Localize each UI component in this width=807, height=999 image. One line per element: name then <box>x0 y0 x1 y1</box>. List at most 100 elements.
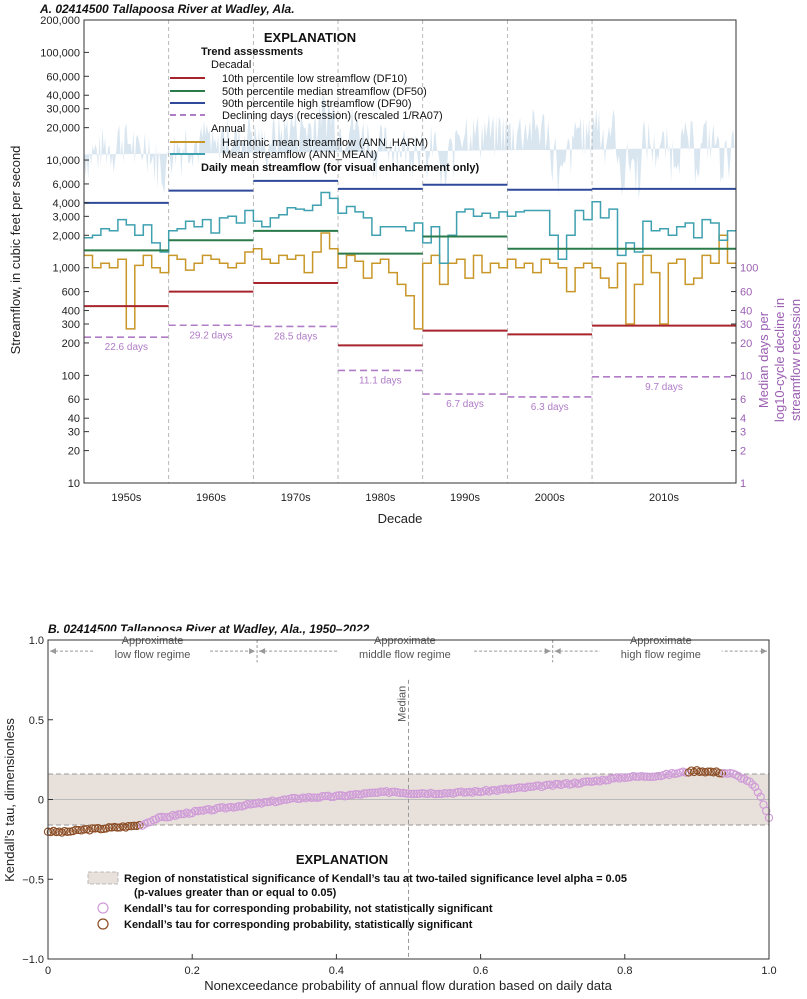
tau-point-significant <box>99 824 108 834</box>
y-tick-label: 100 <box>62 370 80 382</box>
tau-point-not-significant <box>601 776 610 785</box>
tau-point-significant <box>714 769 724 778</box>
x-tick-label: 0 <box>45 965 51 977</box>
tau-point-not-significant <box>174 810 183 819</box>
tau-point-not-significant <box>720 769 729 778</box>
kendall-tau-points <box>43 766 774 837</box>
tau-point-not-significant <box>407 789 416 799</box>
tau-point-not-significant <box>262 797 272 807</box>
tau-point-not-significant <box>726 769 735 778</box>
regime-arrow-left <box>259 648 266 655</box>
tau-point-not-significant <box>312 793 322 802</box>
tau-point-not-significant <box>640 772 649 781</box>
decade-separators <box>168 20 593 483</box>
tau-point-significant <box>104 823 114 832</box>
tau-point-not-significant <box>332 791 341 800</box>
regime-arrow-right <box>249 648 256 655</box>
regime-label-line2: low flow regime <box>115 649 191 661</box>
tau-point-not-significant <box>734 772 743 781</box>
y2-tick-label: 3 <box>740 427 746 439</box>
y-tick-label: −0.5 <box>22 874 44 886</box>
regime-label-line1: Approximate <box>122 635 184 647</box>
y2-label-line3: streamflow recession <box>788 299 803 421</box>
tau-point-not-significant <box>628 772 638 781</box>
tau-point-not-significant <box>293 794 302 804</box>
recession-label: 9.7 days <box>645 382 683 393</box>
tau-point-not-significant <box>653 771 663 781</box>
y-tick-label: 4,000 <box>52 198 80 210</box>
tau-point-significant <box>703 767 713 776</box>
y-tick-label: 40 <box>68 413 80 425</box>
tau-point-not-significant <box>376 787 385 796</box>
tau-point-not-significant <box>737 774 746 783</box>
panel-b-y-label: Kendall’s tau, dimensionless <box>2 718 17 882</box>
legend-ns-marker <box>97 902 109 914</box>
y-tick-label: 600 <box>62 287 80 299</box>
legend-annual-heading: Annual <box>211 123 245 135</box>
tau-point-significant <box>79 825 89 834</box>
y-tick-label: 10 <box>68 478 80 490</box>
tau-point-significant <box>90 824 100 833</box>
legend-sig-label: Kendall’s tau for corresponding probabil… <box>124 919 473 931</box>
y-tick-label: 6,000 <box>52 179 80 191</box>
tau-point-not-significant <box>365 788 374 798</box>
y2-tick-label: 60 <box>740 287 752 299</box>
tau-point-not-significant <box>387 787 397 797</box>
legend-daily-label: Daily mean streamflow (for visual enhanc… <box>201 162 479 174</box>
legend-band-swatch <box>87 871 119 885</box>
tau-point-not-significant <box>623 773 632 782</box>
y-tick-label: 60 <box>68 394 80 406</box>
tau-point-not-significant <box>506 784 516 793</box>
x-tick-label: 0.6 <box>473 965 488 977</box>
y-tick-label: 2,000 <box>52 230 80 242</box>
tau-point-not-significant <box>642 772 652 781</box>
y2-tick-label: 100 <box>740 263 758 275</box>
tau-point-not-significant <box>163 813 172 822</box>
tau-point-not-significant <box>287 794 297 803</box>
tau-point-not-significant <box>335 791 344 800</box>
tau-point-not-significant <box>584 777 593 786</box>
tau-point-not-significant <box>396 788 405 798</box>
tau-point-significant <box>88 824 97 833</box>
y-tick-label: 1,000 <box>52 263 80 275</box>
panel-b-legend: EXPLANATION Region of nonstatistical sig… <box>87 852 627 931</box>
tau-point-significant <box>107 823 116 832</box>
panel-a-x-axis: 1950s 1960s 1970s 1980s 1990s 2000s 2010s <box>111 492 679 504</box>
tau-point-not-significant <box>354 790 363 799</box>
legend-band-label-1: Region of nonstatistical significance of… <box>124 873 627 885</box>
tau-point-not-significant <box>157 812 166 822</box>
y-tick-label: −1.0 <box>22 954 44 966</box>
tau-point-not-significant <box>362 789 372 798</box>
tau-point-not-significant <box>473 787 482 796</box>
decade-label: 1960s <box>196 492 226 504</box>
y-tick-label: 1.0 <box>29 635 44 647</box>
tau-point-significant <box>63 827 72 836</box>
tau-point-not-significant <box>587 777 596 786</box>
tau-point-not-significant <box>526 782 535 791</box>
regime-label-line1: Approximate <box>374 635 436 647</box>
y-tick-label: 200,000 <box>40 15 80 27</box>
tau-point-not-significant <box>371 788 380 797</box>
tau-point-not-significant <box>307 793 316 802</box>
tau-point-not-significant <box>495 785 505 794</box>
decade-label: 1970s <box>281 492 311 504</box>
x-tick-label: 1.0 <box>761 965 776 977</box>
x-tick-label: 0.2 <box>185 965 200 977</box>
tau-point-not-significant <box>606 774 616 783</box>
recession-label: 6.3 days <box>531 402 569 413</box>
tau-point-not-significant <box>551 779 560 789</box>
x-tick-label: 0.8 <box>617 965 632 977</box>
recession-label: 11.1 days <box>359 375 402 386</box>
tau-point-not-significant <box>368 788 377 797</box>
y-tick-label: 20,000 <box>46 123 80 135</box>
tau-point-not-significant <box>196 806 205 815</box>
legend-harm-label: Harmonic mean streamflow (ANN_HARM) <box>222 137 428 149</box>
tau-point-not-significant <box>215 803 225 812</box>
y-tick-label: 100,000 <box>40 47 80 59</box>
tau-point-significant <box>52 827 61 837</box>
regime-label-bg <box>337 631 473 662</box>
tau-point-not-significant <box>432 789 441 799</box>
legend-df50-label: 50th percentile median streamflow (DF50) <box>222 86 427 98</box>
